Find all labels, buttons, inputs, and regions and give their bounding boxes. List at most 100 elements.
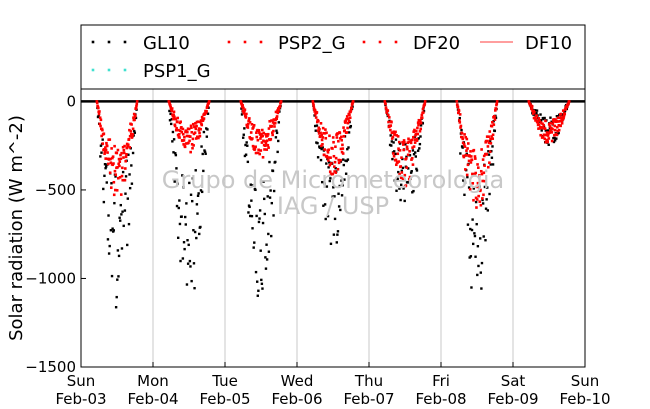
df20-point <box>312 103 315 107</box>
df20-point <box>334 171 338 174</box>
df20-point <box>419 127 423 131</box>
df20-point <box>260 128 264 132</box>
df20-point <box>557 120 560 123</box>
plot-frame <box>80 88 586 368</box>
df20-point <box>421 107 425 111</box>
gl10-point <box>193 230 197 234</box>
df20-point <box>257 148 260 152</box>
gl10-point <box>345 159 348 163</box>
x-tick-day-label: Mon <box>137 372 169 390</box>
df20-point <box>347 119 351 123</box>
df20-point <box>390 137 394 140</box>
df20-point <box>565 105 569 109</box>
gl10-point <box>410 170 413 173</box>
df20-point <box>176 116 180 120</box>
gl10-point <box>205 135 209 138</box>
gl10-point <box>418 147 421 150</box>
gl10-point <box>203 150 207 154</box>
gl10-point <box>347 131 351 134</box>
gl10-point <box>261 221 265 225</box>
x-tick-day-label: Sun <box>67 372 96 390</box>
gl10-point <box>392 141 395 144</box>
gl10-point <box>189 265 192 268</box>
df20-point <box>317 119 320 123</box>
gl10-point <box>412 189 415 193</box>
df20-point <box>243 108 247 111</box>
df20-point <box>191 137 195 141</box>
legend-label: PSP1_G <box>143 61 211 82</box>
df20-point <box>127 137 131 141</box>
gl10-point <box>188 259 192 263</box>
df20-point <box>273 125 276 128</box>
df20-point <box>461 141 465 145</box>
df20-point <box>330 162 333 165</box>
gl10-point <box>341 184 344 187</box>
df20-point <box>316 129 320 132</box>
gl10-point <box>338 184 341 188</box>
df20-point <box>194 127 198 131</box>
df20-point <box>332 140 335 144</box>
df20-point <box>279 100 283 103</box>
gl10-point <box>487 153 491 156</box>
df20-point <box>115 151 119 155</box>
df20-point <box>414 132 418 136</box>
df20-point <box>459 124 463 128</box>
gl10-point <box>250 199 253 202</box>
df20-point <box>200 115 204 119</box>
df20-point <box>322 131 325 135</box>
df20-point <box>385 107 388 111</box>
gl10-point <box>240 107 243 110</box>
df20-point <box>494 109 497 112</box>
df20-point <box>392 152 395 155</box>
df20-point <box>395 163 398 167</box>
legend-marker-dot <box>394 40 398 44</box>
df20-point <box>537 127 540 130</box>
df20-point <box>545 131 549 134</box>
gl10-point <box>169 112 172 116</box>
gl10-point <box>469 255 473 258</box>
gl10-point <box>174 153 178 157</box>
gl10-point <box>242 133 245 136</box>
df20-point <box>328 163 332 167</box>
gl10-point <box>116 278 119 281</box>
gl10-point <box>492 119 495 123</box>
gl10-point <box>481 198 484 202</box>
df20-point <box>266 132 270 136</box>
gl10-point <box>319 158 323 162</box>
gl10-point <box>127 153 130 156</box>
df20-point <box>331 172 335 176</box>
df20-point <box>132 112 136 116</box>
df20-point <box>493 118 497 121</box>
df20-point <box>102 148 106 151</box>
gl10-point <box>182 185 185 189</box>
gl10-point <box>470 286 473 289</box>
gl10-point <box>401 166 405 170</box>
df20-point <box>492 123 496 126</box>
gl10-point <box>491 145 494 148</box>
x-tick-date-label: Feb-04 <box>127 390 178 408</box>
df20-point <box>543 127 547 131</box>
df20-point <box>124 159 127 163</box>
df20-point <box>335 136 339 139</box>
gl10-point <box>320 147 323 151</box>
gl10-point <box>480 261 484 265</box>
df20-point <box>341 143 344 147</box>
gl10-point <box>264 256 267 259</box>
df20-point <box>458 113 462 116</box>
df20-point <box>250 123 254 126</box>
df20-point <box>337 161 341 165</box>
gl10-point <box>168 109 171 113</box>
df20-point <box>485 153 489 156</box>
gl10-point <box>337 205 341 208</box>
df20-point <box>560 121 564 125</box>
df20-point <box>125 152 128 156</box>
watermark: Grupo de Micrometeorologia IAG / USP <box>162 166 504 220</box>
gl10-point <box>415 167 418 171</box>
gl10-point <box>124 175 128 178</box>
df20-point <box>349 110 352 114</box>
df20-point <box>535 114 538 118</box>
df20-point <box>334 145 337 149</box>
df20-point <box>408 175 412 179</box>
df20-point <box>531 112 535 115</box>
df20-point <box>467 142 470 145</box>
